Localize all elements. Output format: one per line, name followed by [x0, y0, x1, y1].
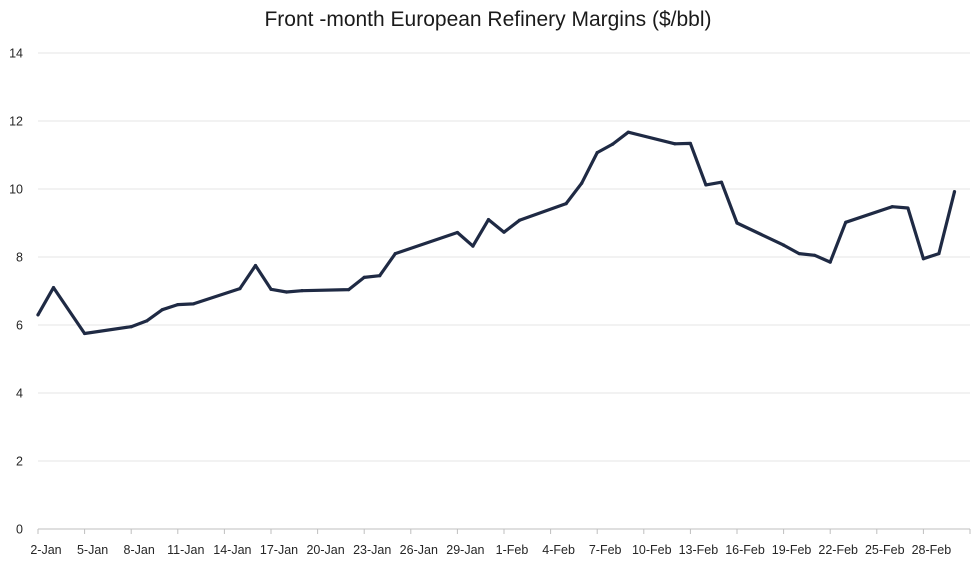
data-point: [673, 142, 677, 146]
data-point: [611, 142, 615, 146]
x-tick-label: 5-Jan: [77, 543, 108, 557]
data-point: [238, 287, 242, 291]
y-tick-label: 8: [16, 251, 23, 265]
data-point: [564, 202, 568, 206]
data-point: [471, 244, 475, 248]
x-tick-label: 13-Feb: [679, 543, 719, 557]
data-point: [284, 290, 289, 294]
chart-title: Front -month European Refinery Margins (…: [264, 8, 712, 31]
data-point: [704, 183, 708, 187]
data-point: [362, 275, 366, 279]
margin-series-line: [36, 130, 957, 336]
x-tick-label: 14-Jan: [213, 543, 251, 557]
x-tick-label: 11-Jan: [167, 543, 204, 557]
data-point: [735, 221, 739, 225]
x-tick-label: 17-Jan: [260, 543, 298, 557]
data-point: [906, 206, 910, 210]
x-tick-label: 10-Feb: [632, 543, 672, 557]
x-tick-label: 1-Feb: [496, 543, 529, 557]
x-tick-label: 2-Jan: [30, 543, 61, 557]
x-tick-label: 19-Feb: [772, 543, 812, 557]
y-tick-label: 4: [16, 387, 23, 401]
y-tick-label: 0: [16, 523, 23, 537]
data-point: [688, 141, 693, 146]
data-point: [952, 190, 957, 194]
data-point: [719, 180, 724, 184]
y-tick-label: 14: [9, 47, 23, 61]
data-point: [176, 303, 180, 307]
data-point: [828, 260, 832, 264]
data-point: [191, 302, 195, 306]
x-tick-label: 7-Feb: [589, 543, 622, 557]
x-tick-label: 28-Feb: [912, 543, 952, 557]
x-tick-label: 22-Feb: [818, 543, 858, 557]
data-point: [921, 257, 926, 261]
y-tick-label: 2: [16, 455, 23, 469]
x-tick-label: 26-Jan: [400, 543, 438, 557]
x-tick-label: 23-Jan: [353, 543, 391, 557]
data-point: [253, 263, 258, 268]
data-point: [160, 308, 164, 312]
x-tick-label: 29-Jan: [446, 543, 484, 557]
data-point: [269, 287, 273, 291]
data-point: [347, 288, 351, 292]
data-point: [502, 230, 506, 234]
data-point: [890, 205, 894, 209]
data-point: [844, 220, 848, 224]
x-tick-label: 20-Jan: [306, 543, 344, 557]
data-point: [455, 230, 459, 235]
data-point: [813, 253, 817, 257]
data-point: [595, 151, 599, 155]
data-point: [393, 252, 397, 256]
data-point: [517, 218, 522, 222]
data-point: [83, 331, 87, 336]
data-point: [378, 274, 382, 278]
data-point: [51, 286, 56, 290]
data-point: [782, 243, 786, 247]
data-point: [937, 252, 941, 256]
data-point: [300, 289, 304, 293]
x-tick-label: 8-Jan: [124, 543, 155, 557]
y-tick-label: 6: [16, 319, 23, 333]
x-tick-label: 25-Feb: [865, 543, 905, 557]
data-point: [36, 313, 40, 317]
data-point: [626, 130, 630, 134]
x-tick-label: 16-Feb: [725, 543, 765, 557]
y-tick-label: 10: [9, 183, 23, 197]
y-tick-label: 12: [9, 115, 23, 129]
x-tick-label: 4-Feb: [542, 543, 575, 557]
data-point: [129, 325, 133, 329]
data-point: [797, 252, 801, 256]
data-point: [145, 319, 149, 323]
data-point: [580, 181, 584, 185]
data-point: [486, 218, 491, 222]
